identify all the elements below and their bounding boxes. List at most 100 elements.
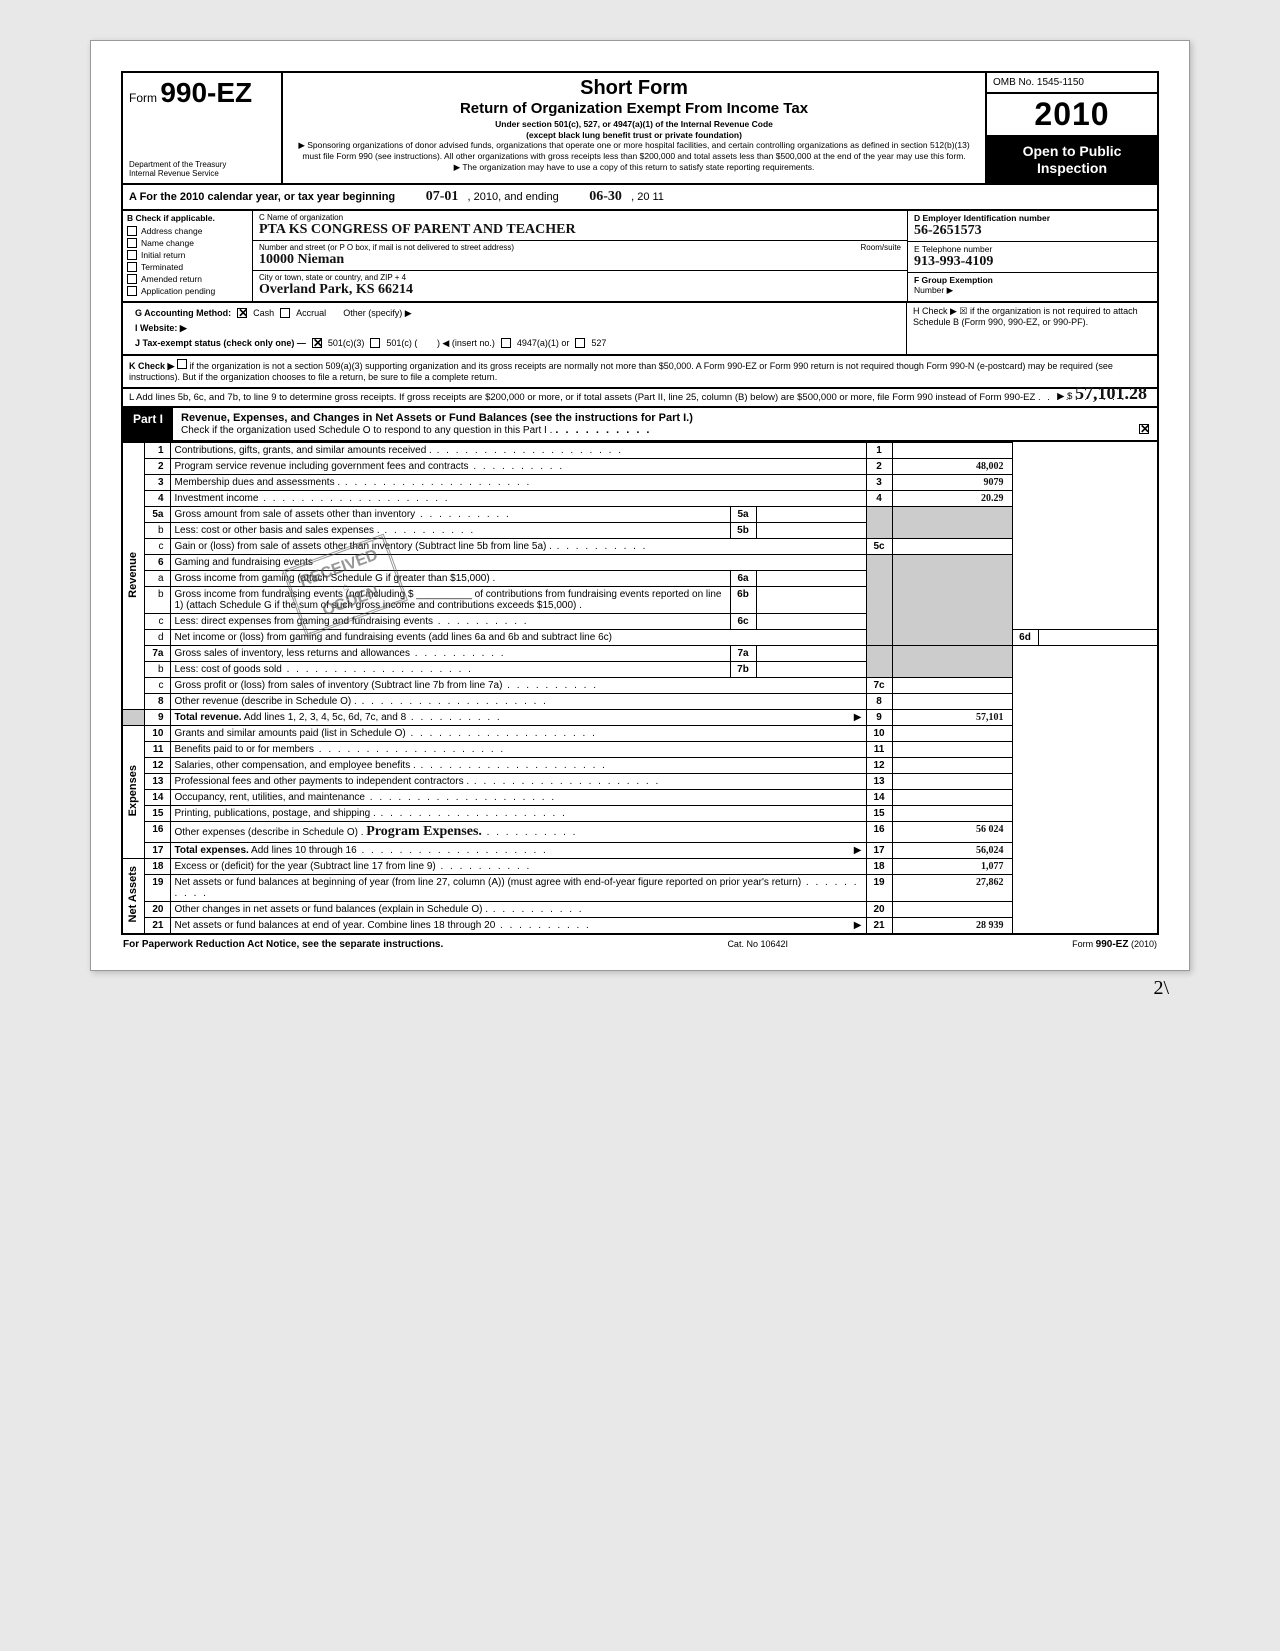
part1-title: Revenue, Expenses, and Changes in Net As… — [181, 412, 693, 424]
l21-amt[interactable]: 28 939 — [892, 917, 1012, 934]
chk-address-change[interactable]: Address change — [123, 225, 252, 237]
row-g-h: G Accounting Method: Cash Accrual Other … — [121, 303, 1159, 356]
l5c-amt[interactable] — [892, 538, 1012, 554]
l7b-amt[interactable] — [756, 661, 866, 677]
l11-ref: 11 — [866, 741, 892, 757]
open-inspection: Open to Public Inspection — [987, 137, 1157, 183]
chk-527[interactable] — [575, 338, 585, 348]
l1-desc: Contributions, gifts, grants, and simila… — [175, 445, 432, 456]
l18-desc: Excess or (deficit) for the year (Subtra… — [175, 861, 436, 872]
part1-header: Part I Revenue, Expenses, and Changes in… — [121, 408, 1159, 442]
chk-501c3[interactable] — [312, 338, 322, 348]
line-12: 12 Salaries, other compensation, and emp… — [122, 757, 1158, 773]
header-left: Form 990-EZ Department of the Treasury I… — [123, 73, 283, 183]
chk-application-pending[interactable]: Application pending — [123, 285, 252, 297]
subtitle-1: Under section 501(c), 527, or 4947(a)(1)… — [291, 119, 977, 130]
l6b-amt[interactable] — [756, 586, 866, 613]
l12-desc: Salaries, other compensation, and employ… — [175, 760, 416, 771]
l4-num: 4 — [144, 490, 170, 506]
l6a-num: a — [144, 570, 170, 586]
chk-4947[interactable] — [501, 338, 511, 348]
org-name-label: C Name of organization — [259, 213, 901, 222]
l6c-amt[interactable] — [756, 613, 866, 629]
chk-label-3: Terminated — [141, 262, 183, 272]
row-a-tax-year: A For the 2010 calendar year, or tax yea… — [121, 185, 1159, 211]
l17-amt[interactable]: 56,024 — [892, 842, 1012, 858]
l18-amt[interactable]: 1,077 — [892, 858, 1012, 874]
chk-initial-return[interactable]: Initial return — [123, 249, 252, 261]
chk-terminated[interactable]: Terminated — [123, 261, 252, 273]
l7c-desc: Gross profit or (loss) from sales of inv… — [175, 680, 503, 691]
chk-accrual[interactable] — [280, 308, 290, 318]
l6d-amt[interactable] — [1038, 629, 1158, 645]
footer-right: Form 990-EZ (2010) — [1072, 939, 1157, 950]
row-a-label: A For the 2010 calendar year, or tax yea… — [129, 191, 395, 203]
l12-ref: 12 — [866, 757, 892, 773]
footer-right-c: (2010) — [1128, 939, 1157, 949]
l2-amt[interactable]: 48,002 — [892, 458, 1012, 474]
l12-amt[interactable] — [892, 757, 1012, 773]
l5b-amt[interactable] — [756, 522, 866, 538]
chk-name-change[interactable]: Name change — [123, 237, 252, 249]
g-label: G Accounting Method: — [135, 308, 231, 318]
line-20: 20 Other changes in net assets or fund b… — [122, 901, 1158, 917]
subtitle-4: ▶ The organization may have to use a cop… — [291, 162, 977, 173]
chk-501c[interactable] — [370, 338, 380, 348]
l8-amt[interactable] — [892, 693, 1012, 709]
l19-amt[interactable]: 27,862 — [892, 874, 1012, 901]
org-name-value[interactable]: PTA KS CONGRESS OF PARENT AND TEACHER — [259, 222, 901, 238]
city-row: City or town, state or country, and ZIP … — [253, 271, 907, 300]
year-begin[interactable]: 07-01 — [426, 189, 459, 204]
line-4: 4 Investment income 4 20.29 — [122, 490, 1158, 506]
l6a-amt[interactable] — [756, 570, 866, 586]
l1-amt[interactable] — [892, 442, 1012, 458]
l19-desc: Net assets or fund balances at beginning… — [175, 877, 802, 888]
title-return: Return of Organization Exempt From Incom… — [291, 100, 977, 117]
year-end[interactable]: 06-30 — [589, 189, 622, 204]
l21-arrow: ▶ — [854, 920, 862, 931]
l6-shade — [866, 554, 892, 645]
l12-num: 12 — [144, 757, 170, 773]
row-a-mid: , 2010, and ending — [468, 191, 559, 203]
ein-value[interactable]: 56-2651573 — [914, 223, 1151, 239]
chk-label-5: Application pending — [141, 286, 215, 296]
l7c-amt[interactable] — [892, 677, 1012, 693]
phone-value[interactable]: 913-993-4109 — [914, 254, 1151, 270]
l5a-desc: Gross amount from sale of assets other t… — [175, 509, 416, 520]
l20-desc: Other changes in net assets or fund bala… — [175, 904, 489, 915]
l-amount[interactable]: 57,101.28 — [1075, 383, 1147, 403]
l9-amt[interactable]: 57,101 — [892, 709, 1012, 725]
line-15: 15 Printing, publications, postage, and … — [122, 805, 1158, 821]
l14-amt[interactable] — [892, 789, 1012, 805]
chk-cash[interactable] — [237, 308, 247, 318]
city-value[interactable]: Overland Park, KS 66214 — [259, 282, 901, 298]
chk-k[interactable] — [177, 359, 187, 369]
chk-amended[interactable]: Amended return — [123, 273, 252, 285]
l9-bold: Total revenue. — [175, 712, 242, 723]
line-7a: 7a Gross sales of inventory, less return… — [122, 645, 1158, 661]
l13-amt[interactable] — [892, 773, 1012, 789]
street-value[interactable]: 10000 Nieman — [259, 252, 901, 268]
netassets-label: Net Assets — [122, 858, 144, 934]
l15-desc: Printing, publications, postage, and shi… — [175, 808, 376, 819]
l4-amt[interactable]: 20.29 — [892, 490, 1012, 506]
l20-amt[interactable] — [892, 901, 1012, 917]
open-line1: Open to Public — [991, 143, 1153, 160]
l18-ref: 18 — [866, 858, 892, 874]
l10-amt[interactable] — [892, 725, 1012, 741]
l5a-amt[interactable] — [756, 506, 866, 522]
ein-label: D Employer Identification number — [914, 213, 1050, 223]
form-label: Form — [129, 91, 157, 105]
l15-amt[interactable] — [892, 805, 1012, 821]
l7c-num: c — [144, 677, 170, 693]
group-label2: Number ▶ — [914, 285, 1151, 296]
l11-amt[interactable] — [892, 741, 1012, 757]
l6-num: 6 — [144, 554, 170, 570]
l3-amt[interactable]: 9079 — [892, 474, 1012, 490]
chk-label-1: Name change — [141, 238, 194, 248]
section-c: C Name of organization PTA KS CONGRESS O… — [253, 211, 907, 301]
chk-schedule-o[interactable] — [1139, 424, 1149, 434]
l7a-amt[interactable] — [756, 645, 866, 661]
l8-num: 8 — [144, 693, 170, 709]
l16-amt[interactable]: 56 024 — [892, 821, 1012, 842]
